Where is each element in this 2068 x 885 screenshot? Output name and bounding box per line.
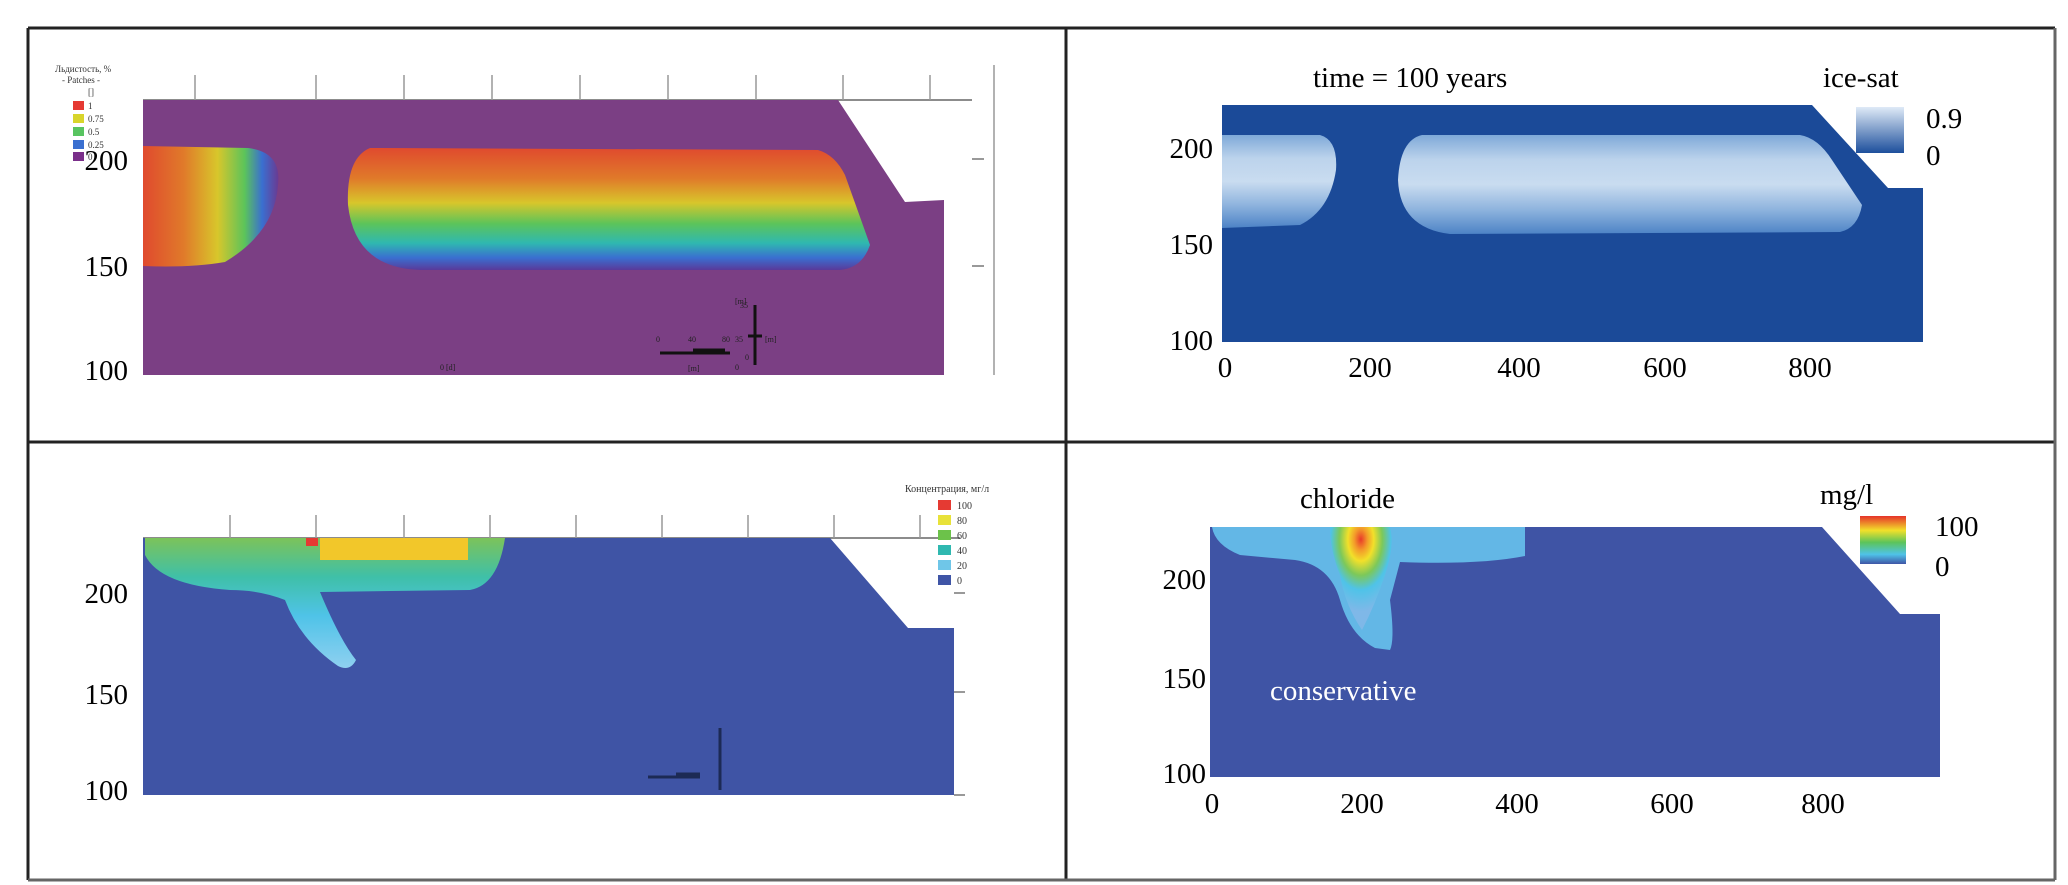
tl-scale-label: 0 [656, 335, 660, 344]
br-xtick: 200 [1340, 788, 1384, 820]
tr-colorbar-max: 0.9 [1926, 103, 1962, 135]
br-xtick: 800 [1801, 788, 1845, 820]
tr-title: time = 100 years [1313, 62, 1507, 94]
tr-xtick: 800 [1788, 352, 1832, 384]
br-colorbar-min: 0 [1935, 551, 1950, 583]
bl-legend-label: 40 [957, 546, 967, 557]
tl-legend-title: Льдистость, % [55, 64, 112, 74]
tl-legend-swatch [73, 101, 84, 110]
bl-legend-label: 80 [957, 516, 967, 527]
br-ytick: 100 [1163, 758, 1207, 790]
br-annotation-bottom: conservative [1270, 675, 1417, 707]
tl-scale-label: 0 [745, 353, 749, 362]
br-colorbar [1860, 516, 1906, 564]
bl-legend-label: 0 [957, 576, 962, 587]
bl-scale-bar [648, 728, 722, 790]
br-annotation-top: chloride [1300, 483, 1395, 515]
tr-xtick: 400 [1497, 352, 1541, 384]
tl-y-ticks: 200 150 100 [85, 145, 129, 387]
tl-legend-label: 1 [88, 101, 93, 111]
tr-colorbar-min: 0 [1926, 140, 1941, 172]
bl-plume-core [320, 538, 468, 560]
bl-legend-title: Концентрация, мг/л [905, 484, 989, 495]
bl-legend-swatch [938, 515, 951, 525]
bl-legend-swatch [938, 500, 951, 510]
tr-ytick: 150 [1170, 229, 1214, 261]
bl-legend-label: 20 [957, 561, 967, 572]
tl-scale-bar [660, 305, 762, 365]
ruler-ticks [194, 65, 995, 375]
bl-legend-label: 100 [957, 501, 972, 512]
panel-bottom-right: chloride conservative mg/l 100 0 200 150… [1163, 479, 1979, 820]
tl-ytick: 100 [85, 355, 129, 387]
bl-legend-swatch [938, 545, 951, 555]
bl-plume-source [306, 538, 318, 546]
br-xtick: 600 [1650, 788, 1694, 820]
tr-frozen-left [1222, 135, 1337, 228]
panel-bottom-left: 200 150 100 Концентрация, мг/л 100 80 60… [85, 484, 990, 807]
bl-ytick: 150 [85, 679, 129, 711]
br-xtick: 0 [1205, 788, 1220, 820]
tr-xtick: 0 [1218, 352, 1233, 384]
tl-legend-swatch [73, 127, 84, 136]
tl-scale-label: [m] [688, 364, 700, 373]
tl-scale-label: 40 [688, 335, 696, 344]
bl-ytick: 100 [85, 775, 129, 807]
tl-scale-label: 35 [735, 335, 743, 344]
panel-top-left: 200 150 100 Льдистость, % - Patches - []… [55, 64, 995, 387]
br-xtick: 400 [1495, 788, 1539, 820]
bl-ytick: 200 [85, 578, 129, 610]
tl-legend-label: 0.75 [88, 114, 104, 124]
tr-ytick: 100 [1170, 325, 1214, 357]
br-colorbar-max: 100 [1935, 511, 1979, 543]
tl-legend-label: 0.25 [88, 140, 104, 150]
bl-domain [143, 538, 954, 795]
bl-legend-swatch [938, 575, 951, 585]
bl-legend-swatch [938, 530, 951, 540]
tl-scale-label: 35 [740, 301, 748, 310]
tr-xtick: 600 [1643, 352, 1687, 384]
tr-xtick: 200 [1348, 352, 1392, 384]
br-ytick: 200 [1163, 564, 1207, 596]
tr-colorbar [1856, 107, 1904, 153]
bl-legend-label: 60 [957, 531, 967, 542]
tl-scale-label: [m] [735, 297, 747, 306]
tl-scale-label: 0 [735, 363, 739, 372]
tl-legend-extra: [] [88, 87, 94, 97]
tl-legend-swatch [73, 114, 84, 123]
br-plume-core [1330, 527, 1392, 630]
tl-legend-label: 0 [88, 152, 93, 162]
bl-legend-swatch [938, 560, 951, 570]
bl-legend: Концентрация, мг/л 100 80 60 40 20 0 [905, 484, 989, 587]
tl-scale-labels: 0 40 80 [m] [m] 0 35 [m] 35 0 0 [d] [440, 297, 777, 373]
bl-ruler-ticks [229, 515, 921, 538]
panel-top-right: time = 100 years ice-sat 0.9 0 200 150 1… [1170, 62, 1963, 384]
tl-scale-label: 80 [722, 335, 730, 344]
tl-legend: Льдистость, % - Patches - [] 1 0.75 0.5 … [55, 64, 112, 162]
br-colorbar-title: mg/l [1820, 479, 1873, 511]
tr-colorbar-title: ice-sat [1823, 62, 1899, 94]
tr-ytick: 200 [1170, 133, 1214, 165]
tl-legend-subtitle: - Patches - [62, 75, 100, 85]
tl-legend-label: 0.5 [88, 127, 100, 137]
tl-bottom-note: 0 [d] [440, 363, 456, 372]
tr-frozen-right [1398, 135, 1862, 234]
tl-ytick: 200 [85, 145, 129, 177]
tl-ytick: 150 [85, 251, 129, 283]
bl-plume [145, 538, 505, 668]
tl-legend-swatch [73, 140, 84, 149]
tl-scale-label: [m] [765, 335, 777, 344]
tl-legend-swatch [73, 152, 84, 161]
tl-frozen-left [143, 146, 279, 267]
panel-frame [26, 26, 2057, 882]
tl-frozen-right [347, 148, 870, 270]
br-ytick: 150 [1163, 663, 1207, 695]
